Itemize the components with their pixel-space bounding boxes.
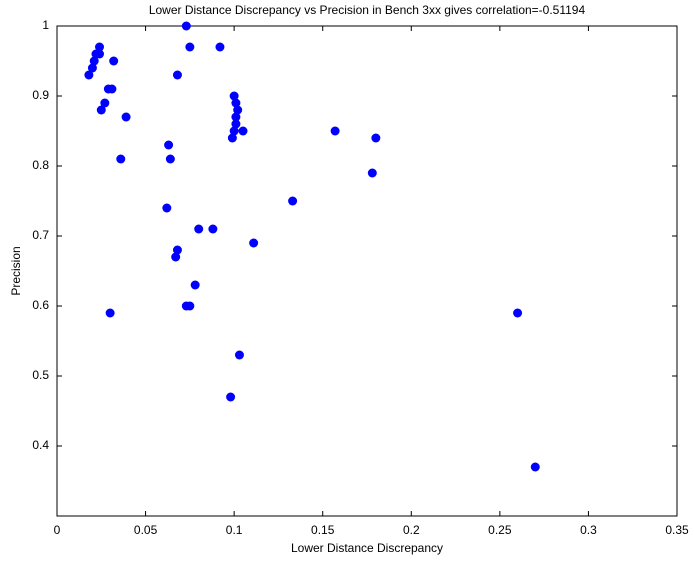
point xyxy=(229,91,239,101)
point xyxy=(105,308,115,318)
x-tick-label: 0.1 xyxy=(226,523,243,537)
y-tick-label: 1 xyxy=(42,18,49,32)
y-axis-label: Precision xyxy=(9,246,23,295)
x-tick-label: 0.35 xyxy=(665,523,689,537)
point xyxy=(208,224,218,234)
point xyxy=(231,98,241,108)
point xyxy=(231,112,241,122)
point xyxy=(172,70,182,80)
point xyxy=(100,98,110,108)
point xyxy=(95,49,105,59)
point xyxy=(215,42,225,52)
point xyxy=(367,168,377,178)
point xyxy=(330,126,340,136)
x-tick-label: 0.15 xyxy=(311,523,335,537)
y-tick-label: 0.6 xyxy=(32,298,49,312)
x-tick-label: 0.2 xyxy=(403,523,420,537)
point xyxy=(513,308,523,318)
point xyxy=(121,112,131,122)
point xyxy=(164,140,174,150)
y-tick-label: 0.5 xyxy=(32,368,49,382)
point xyxy=(530,462,540,472)
point xyxy=(190,280,200,290)
point xyxy=(89,56,99,66)
point xyxy=(371,133,381,143)
point xyxy=(109,56,119,66)
point xyxy=(249,238,259,248)
point xyxy=(234,350,244,360)
point xyxy=(238,126,248,136)
point xyxy=(172,245,182,255)
point xyxy=(194,224,204,234)
point xyxy=(185,42,195,52)
point xyxy=(181,21,191,31)
y-tick-label: 0.8 xyxy=(32,158,49,172)
y-tick-label: 0.7 xyxy=(32,228,49,242)
point xyxy=(231,119,241,129)
x-tick-label: 0 xyxy=(54,523,61,537)
point xyxy=(288,196,298,206)
point xyxy=(84,70,94,80)
point xyxy=(229,126,239,136)
point xyxy=(116,154,126,164)
point xyxy=(107,84,117,94)
point xyxy=(162,203,172,213)
x-tick-label: 0.25 xyxy=(488,523,512,537)
x-axis-label: Lower Distance Discrepancy xyxy=(291,541,443,555)
x-tick-label: 0.05 xyxy=(134,523,158,537)
chart-title: Lower Distance Discrepancy vs Precision … xyxy=(149,3,586,17)
plot-frame xyxy=(56,25,678,517)
point xyxy=(96,105,106,115)
point xyxy=(233,105,243,115)
point xyxy=(165,154,175,164)
point xyxy=(87,63,97,73)
x-tick-label: 0.3 xyxy=(580,523,597,537)
y-tick-label: 0.4 xyxy=(32,438,49,452)
point xyxy=(185,301,195,311)
point xyxy=(227,133,237,143)
point xyxy=(95,42,105,52)
point xyxy=(226,392,236,402)
point xyxy=(171,252,181,262)
y-tick-label: 0.9 xyxy=(32,88,49,102)
